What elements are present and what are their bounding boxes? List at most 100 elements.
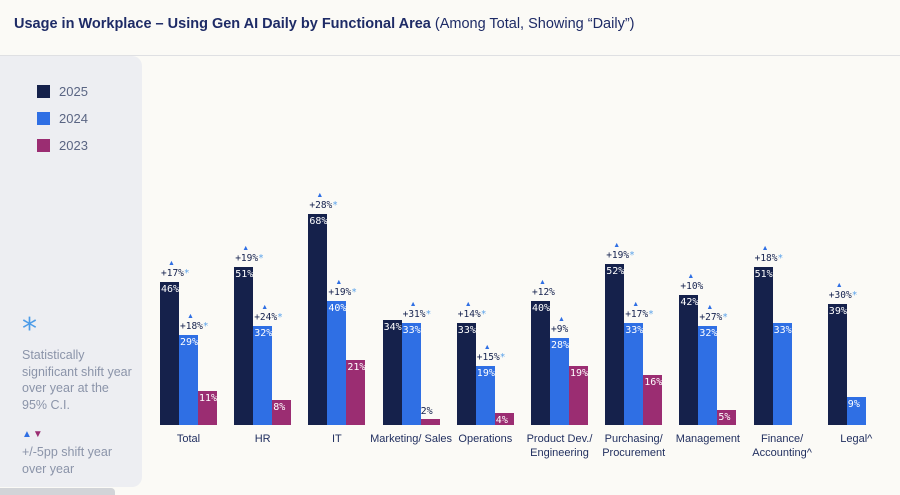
bar-2024: 32% bbox=[698, 325, 717, 425]
bar-2023: 4% bbox=[494, 412, 514, 426]
shift-annotation: ▲ +14%* bbox=[458, 301, 487, 321]
bar-group: 68% ▲ +28%* 40% ▲ +19%* 21% IT bbox=[308, 62, 366, 445]
significance-star: * bbox=[629, 249, 635, 261]
shift-up-icon: ▲ bbox=[835, 282, 843, 290]
shift-label: +10% bbox=[680, 280, 704, 292]
legend-item-2024: 2024 bbox=[37, 111, 88, 126]
shift-up-icon: ▲ bbox=[335, 279, 343, 286]
shift-label: +27%* bbox=[699, 311, 729, 323]
bar-group: 40% ▲ +12% 28% ▲ +9% 19% Product Dev./ Engineer… bbox=[527, 62, 593, 459]
shift-label: +30%* bbox=[828, 290, 858, 302]
significance-star: * bbox=[277, 311, 283, 323]
bar-2023: 5% bbox=[717, 409, 737, 425]
shift-up-icon: ▲ bbox=[687, 272, 695, 280]
bar-2025: 34% bbox=[382, 319, 402, 425]
significance-asterisk-icon: * bbox=[22, 312, 37, 347]
bar-2023 bbox=[420, 418, 440, 425]
shift-label: +17%* bbox=[161, 268, 190, 280]
bar-value-label: 39% bbox=[828, 306, 847, 318]
shift-annotation: ▲ +28%* bbox=[309, 192, 338, 212]
significance-star: * bbox=[183, 268, 190, 280]
shift-annotation: ▲ +18%* bbox=[755, 245, 784, 265]
bar-value-label: 42% bbox=[680, 296, 699, 308]
bar-value-label: 29% bbox=[180, 337, 199, 349]
bar-value-label: 68% bbox=[309, 216, 328, 228]
bar-2025: 68% bbox=[308, 214, 327, 425]
bar-value-label: 33% bbox=[402, 324, 421, 336]
header: Usage in Workplace – Using Gen AI Daily … bbox=[0, 0, 900, 55]
shift-label: +18%* bbox=[754, 252, 784, 264]
bar-2024: 9% bbox=[846, 397, 866, 425]
significance-star: * bbox=[202, 321, 209, 333]
category-label: Operations bbox=[458, 433, 513, 445]
shift-label: +18%* bbox=[180, 321, 209, 333]
bar-2024: 33% bbox=[772, 322, 792, 425]
bar-2025: 51% bbox=[234, 266, 253, 425]
shift-annotation: ▲ +15%* bbox=[477, 344, 506, 364]
bar-2023: 11% bbox=[198, 390, 217, 425]
legend-item-2023: 2023 bbox=[37, 138, 88, 153]
bar-value-label: 9% bbox=[847, 399, 860, 411]
bar-2024: 40% bbox=[327, 301, 346, 425]
shift-annotation: ▲ +30%* bbox=[829, 282, 858, 302]
significance-star: * bbox=[648, 308, 654, 320]
legend-panel: 2025 2024 2023 * Statistically significa… bbox=[0, 56, 142, 487]
bar-2023: 19% bbox=[569, 366, 588, 425]
shift-up-icon: ▲ bbox=[483, 344, 491, 352]
bar-value-label: 2% bbox=[420, 405, 433, 417]
shift-up-icon: ▲ bbox=[632, 300, 640, 308]
shift-annotation: ▲ +18%* bbox=[180, 313, 209, 333]
shift-label: +9% bbox=[551, 324, 569, 336]
bar-group: 33% ▲ +14%* 19% ▲ +15%* 4% Operations bbox=[456, 62, 514, 445]
page-title: Usage in Workplace – Using Gen AI Daily … bbox=[14, 16, 634, 32]
shift-up-icon: ▲ bbox=[22, 429, 33, 440]
shift-annotation: ▲ +10% bbox=[680, 273, 703, 293]
bar-value-label: 28% bbox=[551, 340, 570, 352]
bar-value-label: 46% bbox=[161, 284, 180, 296]
category-label: Management bbox=[675, 433, 740, 445]
significance-star: * bbox=[425, 308, 432, 320]
shift-annotation: ▲ +17%* bbox=[625, 301, 654, 321]
bar-group: 46% ▲ +17%* 29% ▲ +18%* 11% Total bbox=[160, 62, 217, 445]
legend-swatch-2025 bbox=[37, 85, 50, 98]
bar-2025: 42% bbox=[679, 294, 699, 425]
bar-2025: 52% bbox=[605, 263, 624, 425]
shift-annotation: ▲ +19%* bbox=[328, 279, 357, 299]
bar-2024: 33% bbox=[624, 322, 644, 425]
category-label: Product Dev./ Engineering bbox=[526, 433, 593, 460]
shift-triangles-icon: ▲▼ bbox=[22, 429, 134, 440]
significance-note: Statistically significant shift year ove… bbox=[22, 348, 132, 412]
bar-value-label: 21% bbox=[347, 361, 366, 373]
shift-label: +24%* bbox=[254, 311, 283, 323]
bar-value-label: 32% bbox=[254, 327, 273, 339]
shift-up-icon: ▲ bbox=[558, 316, 565, 324]
legend-item-2025: 2025 bbox=[37, 84, 88, 99]
legend-swatch-2024 bbox=[37, 112, 50, 125]
shift-annotation: ▲ +27%* bbox=[699, 304, 728, 324]
significance-star: * bbox=[332, 200, 339, 212]
legend-swatch-2023 bbox=[37, 139, 50, 152]
shift-label: +14%* bbox=[457, 308, 487, 320]
shift-up-icon: ▲ bbox=[464, 300, 472, 308]
bar-2024: 33% bbox=[401, 322, 421, 425]
significance-star: * bbox=[480, 308, 487, 320]
category-label: Marketing/ Sales bbox=[370, 433, 453, 445]
category-label: Purchasing/ Procurement bbox=[602, 433, 666, 460]
shift-note: +/-5pp shift year over year bbox=[22, 445, 112, 476]
bar-value-label: 33% bbox=[625, 324, 644, 336]
bar-value-label: 19% bbox=[570, 368, 589, 380]
bar-value-label: 51% bbox=[754, 268, 773, 280]
shift-annotation: ▲ +19%* bbox=[606, 242, 635, 262]
bar-2023: 8% bbox=[272, 400, 292, 425]
page-title-main: Usage in Workplace – Using Gen AI Daily … bbox=[14, 16, 431, 32]
shift-up-icon: ▲ bbox=[187, 313, 194, 321]
significance-star: * bbox=[851, 290, 858, 302]
significance-star: * bbox=[722, 311, 729, 323]
shift-annotation: ▲ +17%* bbox=[161, 260, 190, 280]
legend-label: 2024 bbox=[59, 111, 88, 126]
shift-up-icon: ▲ bbox=[539, 279, 546, 286]
shift-up-icon: ▲ bbox=[261, 303, 269, 311]
bar-2023: 21% bbox=[346, 359, 366, 425]
shift-up-icon: ▲ bbox=[409, 300, 417, 308]
bar-group: 52% ▲ +19%* 33% ▲ +17%* 16% Purchasing/ Procure… bbox=[602, 62, 665, 459]
